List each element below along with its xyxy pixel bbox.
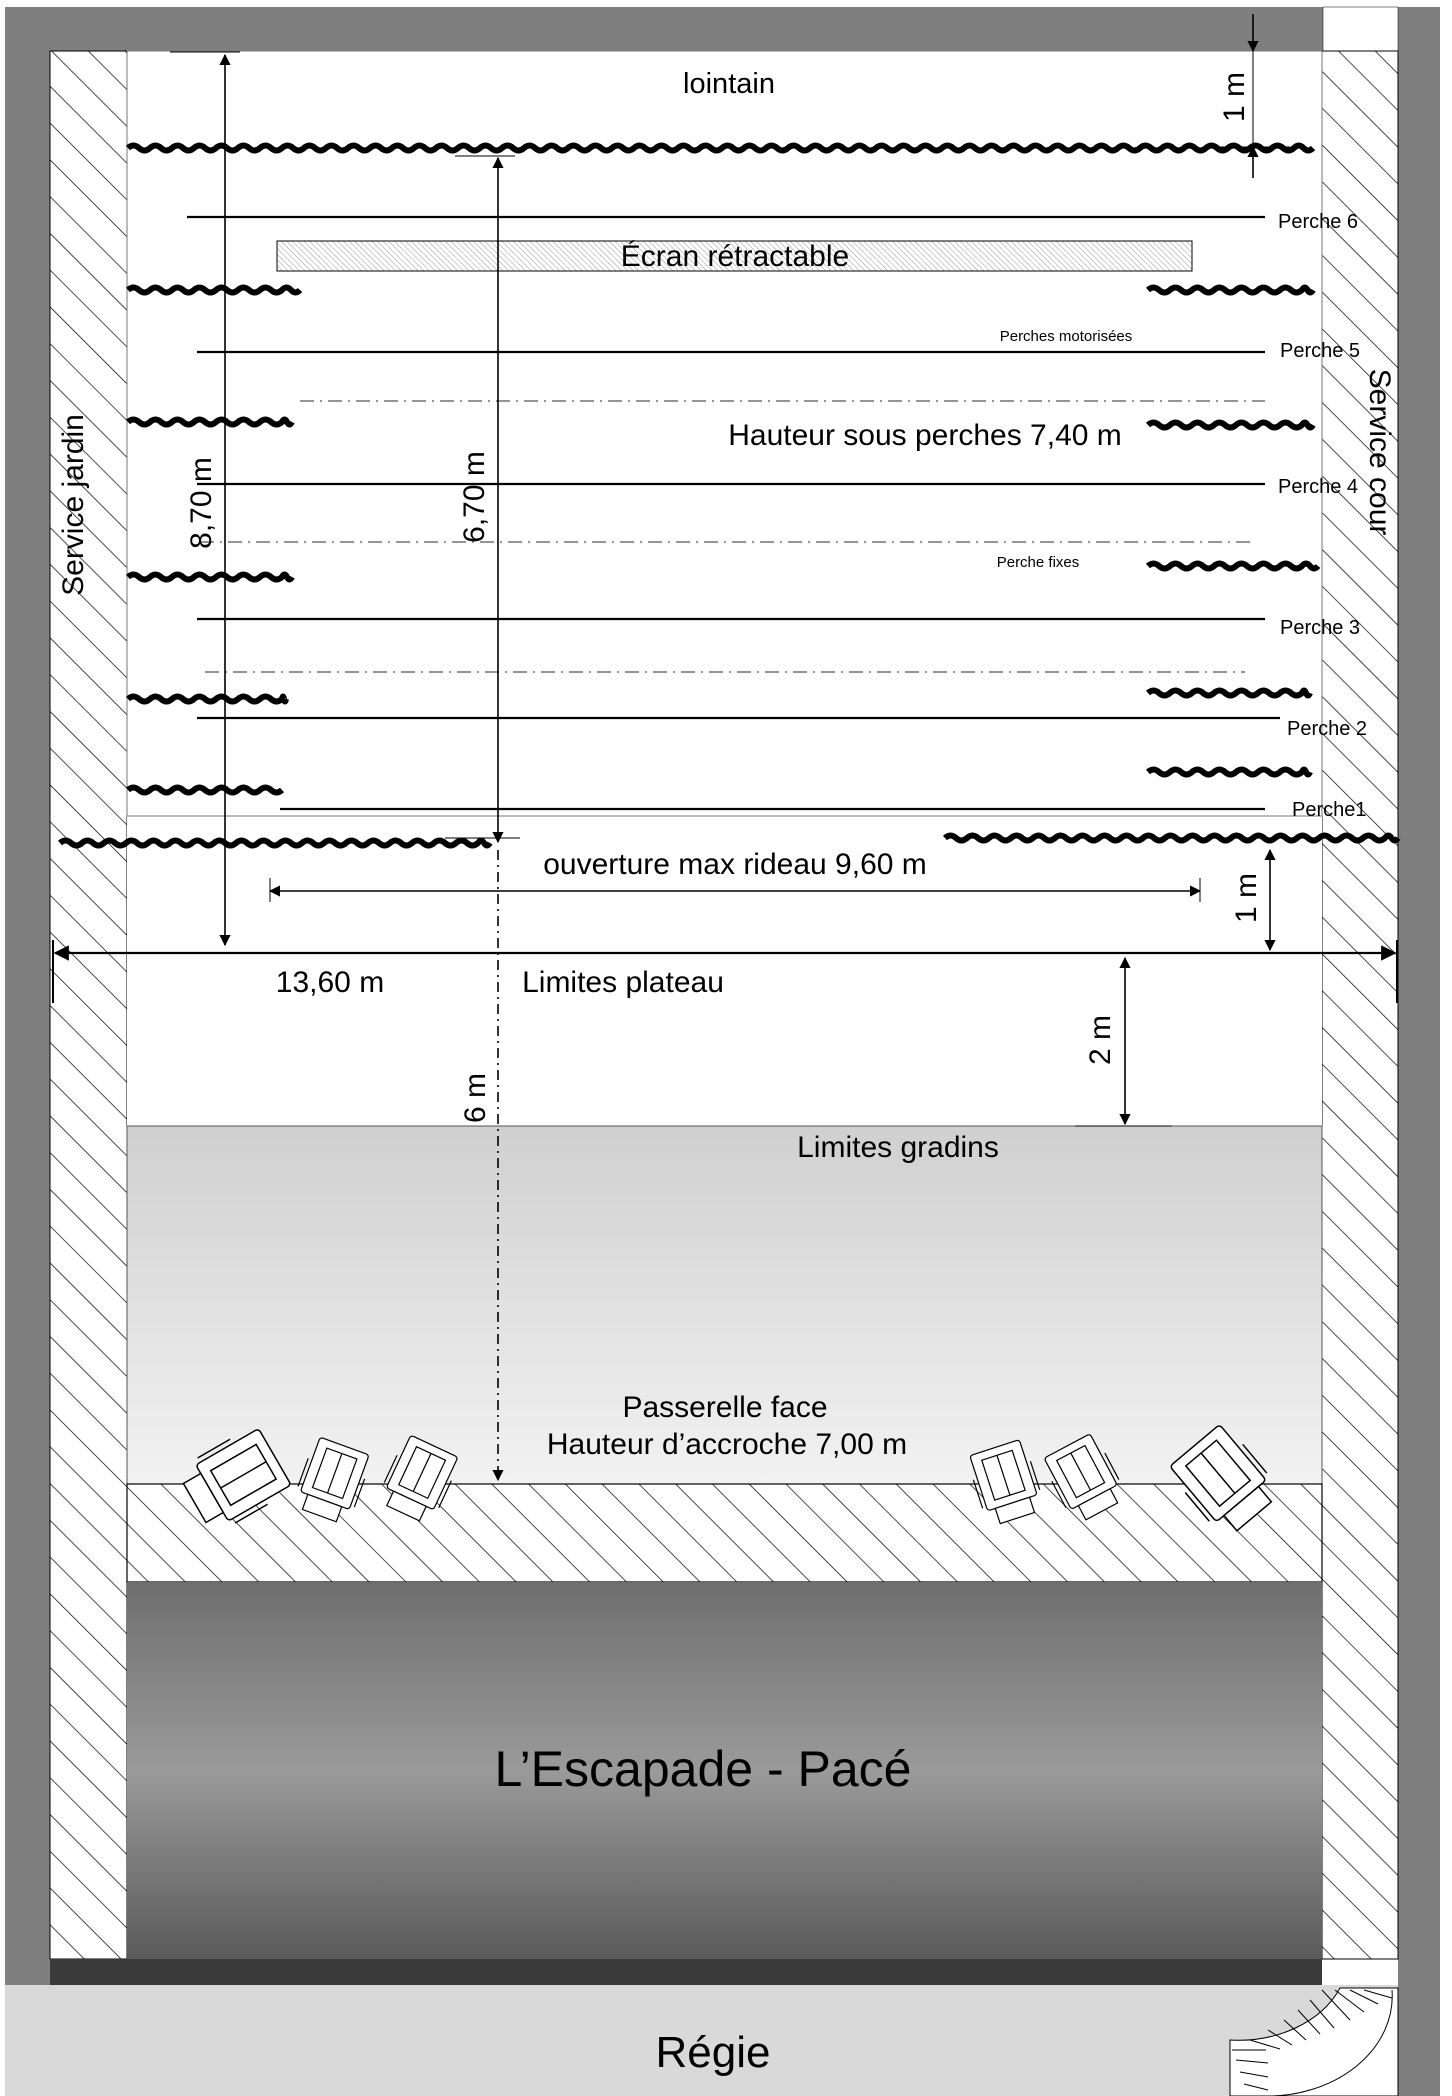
outer-wall-left (5, 7, 50, 2025)
curtains (57, 142, 1401, 849)
curtain-left-3 (125, 571, 295, 583)
service-jardin-label: Service jardin (57, 414, 90, 596)
perche-4-label: Perche 4 (1278, 476, 1358, 498)
gradins-area (126, 1125, 1323, 1485)
service-cour-strip (1321, 50, 1399, 1960)
ecran-label: Écran rétractable (621, 240, 849, 273)
dim-870-label: 8,70 m (185, 457, 218, 549)
limites-gradins-label: Limites gradins (797, 1131, 999, 1164)
passerelle-label-2: Hauteur d’accroche 7,00 m (547, 1428, 907, 1461)
curtain-right-1 (1145, 284, 1316, 296)
stage-light-icon (969, 1439, 1041, 1525)
stage-light-icon (297, 1437, 369, 1523)
curtain-left-5 (125, 784, 285, 796)
dimension-lines (52, 14, 1398, 1485)
salle-edge-band (50, 1959, 1322, 1985)
curtain-right-2 (1145, 419, 1316, 431)
salle-area (127, 1582, 1322, 1959)
main-curtain-left (57, 837, 493, 849)
passerelle-face (126, 1483, 1323, 1583)
perche-6-label: Perche 6 (1278, 211, 1358, 233)
curtain-right-4 (1145, 687, 1313, 699)
perche-2-label: Perche 2 (1287, 718, 1367, 740)
dim-1m-mid-label: 1 m (1230, 873, 1263, 923)
dim-2m-label: 2 m (1084, 1015, 1117, 1065)
ecran-retractable (276, 240, 1193, 272)
outer-wall-top (5, 7, 1323, 51)
spiral-stair-icon (1229, 1987, 1399, 2096)
dim-6m-label: 6 m (459, 1073, 492, 1123)
service-cour-label: Service cour (1363, 369, 1396, 536)
lointain-curtain (125, 142, 1316, 154)
lointain-label: lointain (683, 68, 775, 100)
limites-plateau-label: Limites plateau (522, 966, 724, 999)
service-jardin-strip (49, 50, 128, 1960)
dashdot-lines (200, 400, 1265, 673)
curtain-right-5 (1145, 766, 1313, 778)
curtain-right-3 (1145, 560, 1321, 572)
venue-title: L’Escapade - Pacé (495, 1741, 912, 1797)
hauteur-sous-perches-label: Hauteur sous perches 7,40 m (728, 419, 1122, 452)
stage-light-icon (1170, 1425, 1273, 1532)
regie-label: Régie (656, 2028, 771, 2077)
outer-wall-right (1398, 7, 1440, 2096)
stage-light-icon (182, 1429, 291, 1524)
regie-left-block (5, 2025, 50, 2096)
dim-670-label: 6,70 m (458, 451, 491, 543)
perche-fixes-label: Perche fixes (997, 554, 1080, 571)
curtain-left-4 (125, 693, 289, 705)
perche-1-label: Perche1 (1292, 799, 1367, 821)
largeur-label: 13,60 m (276, 966, 384, 999)
ouverture-label: ouverture max rideau 9,60 m (543, 848, 927, 881)
stage-upper (126, 50, 1323, 817)
perche-3-label: Perche 3 (1280, 617, 1360, 639)
outer-wall-top-corner (1322, 6, 1399, 53)
main-curtain-right (942, 832, 1401, 844)
perches-motorisees-label: Perches motorisées (1000, 328, 1133, 345)
stage-light-icon (383, 1435, 458, 1522)
perche-lines (187, 215, 1280, 811)
curtain-left-1 (125, 284, 303, 296)
projectors (182, 1425, 1273, 1532)
curtain-left-2 (125, 416, 295, 428)
passerelle-label-1: Passerelle face (622, 1391, 827, 1424)
stage-light-icon (1044, 1434, 1120, 1521)
regie-floor (5, 1985, 1398, 2096)
perche-5-label: Perche 5 (1280, 340, 1360, 362)
dim-1m-top-label: 1 m (1218, 72, 1251, 122)
